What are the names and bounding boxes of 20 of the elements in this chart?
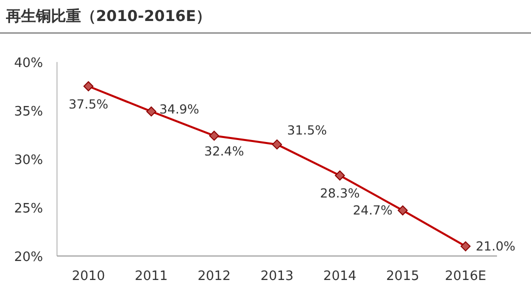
- x-tick-label: 2016E: [444, 269, 486, 284]
- x-tick-label: 2010: [72, 269, 105, 284]
- data-label: 21.0%: [476, 238, 516, 254]
- x-tick-label: 2011: [134, 269, 168, 284]
- data-label: 24.7%: [352, 202, 393, 218]
- x-tick-label: 2015: [386, 269, 420, 284]
- y-tick-label: 25%: [14, 202, 43, 216]
- data-label: 32.4%: [204, 144, 244, 159]
- x-tick-label: 2013: [260, 269, 294, 284]
- data-label: 31.5%: [287, 122, 327, 138]
- y-tick-label: 30%: [14, 153, 43, 168]
- y-tick-label: 20%: [14, 250, 43, 265]
- chart-title: 再生铜比重（2010-2016E）: [5, 7, 211, 25]
- data-label: 34.9%: [159, 101, 200, 116]
- data-label: 28.3%: [320, 185, 360, 200]
- y-tick-label: 35%: [14, 104, 43, 120]
- y-tick-label: 40%: [14, 56, 43, 71]
- x-tick-label: 2012: [198, 269, 231, 284]
- x-tick-label: 2014: [323, 269, 356, 284]
- data-label: 37.5%: [68, 96, 108, 112]
